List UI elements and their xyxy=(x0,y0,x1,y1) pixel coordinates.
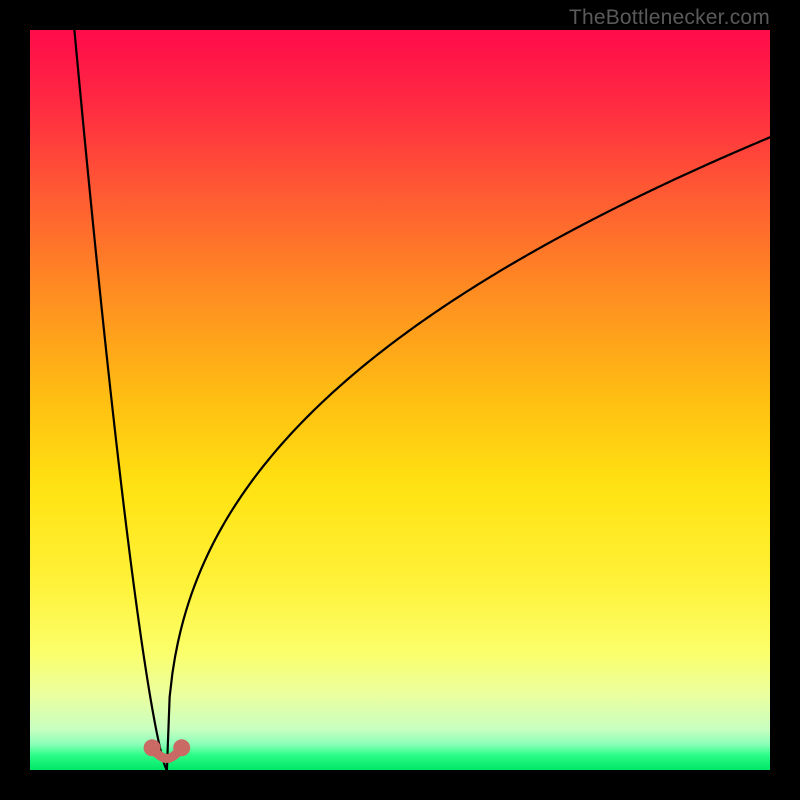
chart-container: TheBottlenecker.com xyxy=(0,0,800,800)
watermark-text: TheBottlenecker.com xyxy=(569,6,770,30)
dip-end-dot xyxy=(173,739,190,756)
plot-area xyxy=(30,30,770,770)
curve-layer xyxy=(30,30,770,770)
dip-end-dot xyxy=(144,739,161,756)
bottleneck-curve xyxy=(74,30,770,770)
